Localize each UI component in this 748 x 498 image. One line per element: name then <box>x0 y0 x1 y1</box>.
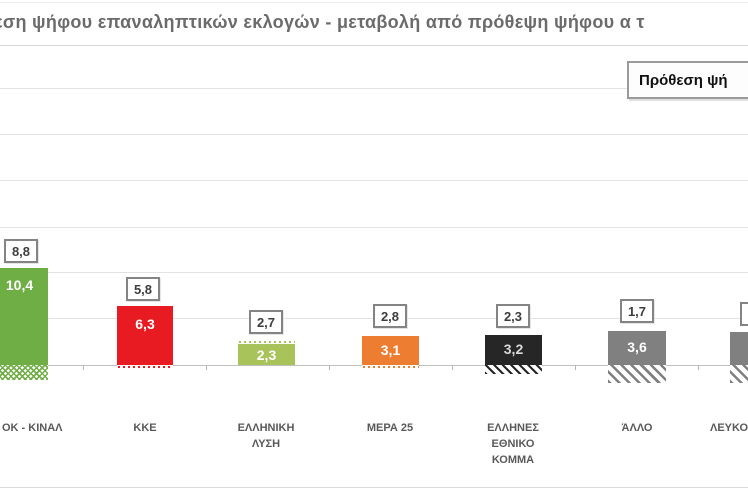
callout-value: 1,7 <box>627 303 647 319</box>
axis-tick <box>206 366 207 370</box>
chart-title: εση ψήφου επαναληπτικών εκλογών - μεταβο… <box>0 12 645 32</box>
bar-value-label: 2,3 <box>256 347 277 363</box>
callout-ellines-ethniko-komma: 2,3 <box>496 304 530 328</box>
callout-value: 5,8 <box>133 281 153 297</box>
legend: Πρόθεση ψή <box>627 61 748 99</box>
axis-tick <box>698 366 699 370</box>
callout-value: 2,8 <box>380 308 400 324</box>
axis-tick <box>329 366 330 370</box>
bar-value-label: 10,4 <box>5 277 34 293</box>
gridline <box>0 272 748 273</box>
bar-leyko <box>730 332 748 365</box>
callout-value: 2,3 <box>503 308 523 324</box>
legend-label: Πρόθεση ψή <box>639 71 728 89</box>
bar-pasok-kinal-change-hatch <box>0 365 48 380</box>
callout-value: 8,8 <box>11 243 31 259</box>
axis-tick <box>83 366 84 370</box>
x-label-ellines-ethniko-komma: ΕΛΛΗΝΕΣ ΕΘΝΙΚΟ ΚΟΜΜΑ <box>487 422 539 466</box>
bar-ellines-ethniko-komma-change-hatch <box>485 365 542 374</box>
x-label-kke: ΚΚΕ <box>133 422 157 434</box>
bar-leyko-change-hatch <box>730 365 748 383</box>
callout-allo: 1,7 <box>620 299 654 323</box>
gridline <box>0 227 748 228</box>
bar-allo-change-hatch <box>608 365 666 383</box>
bar-value-label: 3,1 <box>380 342 401 358</box>
bar-ellines-ethniko-komma: 3,2 <box>485 335 542 365</box>
bar-value-label: 6,3 <box>135 316 155 332</box>
bar-kke-change-hatch <box>117 365 173 370</box>
bar-elliniki-lysi: 2,3 <box>238 344 295 365</box>
callout-kke: 5,8 <box>126 277 160 301</box>
callout-pasok-kinal: 8,8 <box>4 239 38 263</box>
bar-mera25: 3,1 <box>362 336 419 365</box>
x-label-pasok-kinal: ΟΚ - ΚΙΝΑΛ <box>2 422 63 434</box>
bar-value-label: 3,2 <box>503 341 524 357</box>
callout-mera25: 2,8 <box>373 304 407 328</box>
callout-elliniki-lysi: 2,7 <box>249 310 283 334</box>
bar-elliniki-lysi-change-hatch <box>238 340 295 344</box>
callout-value: 2,7 <box>256 314 276 330</box>
axis-tick <box>575 366 576 370</box>
gridline <box>0 134 748 135</box>
x-label-elliniki-lysi: ΕΛΛΗΝΙΚΗ ΛΥΣΗ <box>237 422 295 450</box>
x-label-allo: ΆΛΛΟ <box>621 422 653 434</box>
bar-value-label: 3,6 <box>627 339 647 355</box>
x-label-mera25: ΜΕΡΑ 25 <box>366 422 414 434</box>
bar-pasok-kinal: 10,4 <box>0 268 48 365</box>
bar-mera25-change-hatch <box>362 365 419 368</box>
callout-leyko-partial <box>740 302 748 326</box>
x-label-leyko: ΛΕΥΚΟ <box>710 422 748 434</box>
bar-kke: 6,3 <box>117 306 173 365</box>
gridline <box>0 180 748 181</box>
bottom-divider <box>0 487 748 488</box>
axis-tick <box>452 366 453 370</box>
chart-title-band: εση ψήφου επαναληπτικών εκλογών - μεταβο… <box>0 2 748 46</box>
gridline <box>0 88 748 89</box>
bar-allo: 3,6 <box>608 331 666 365</box>
